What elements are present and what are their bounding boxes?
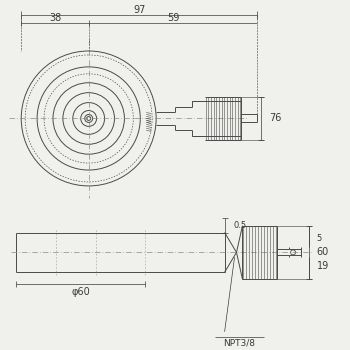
Text: φ60: φ60: [71, 287, 90, 297]
Text: 38: 38: [49, 13, 61, 23]
Text: 60: 60: [317, 247, 329, 257]
Text: 5: 5: [317, 234, 322, 244]
Text: 76: 76: [269, 113, 282, 124]
Text: 19: 19: [317, 261, 329, 271]
Text: 0.5: 0.5: [233, 220, 247, 230]
Text: 97: 97: [133, 5, 146, 15]
Text: 59: 59: [167, 13, 179, 23]
Text: NPT3/8: NPT3/8: [224, 338, 256, 347]
